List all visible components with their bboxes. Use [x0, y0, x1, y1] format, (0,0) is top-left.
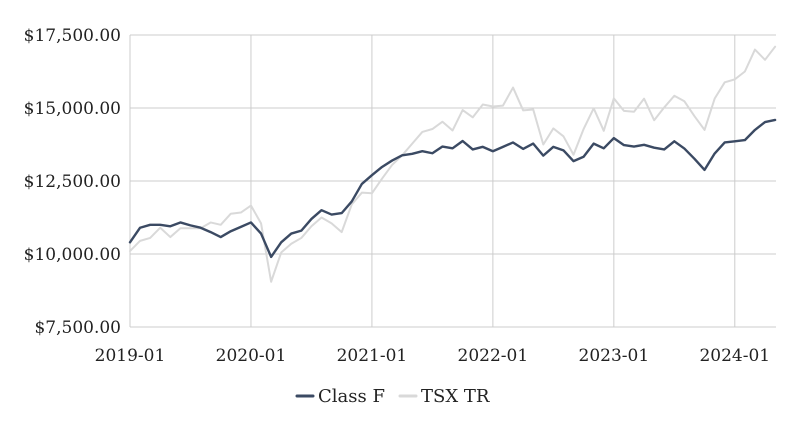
x-tick-label: 2019-01	[95, 346, 166, 366]
series-layer	[128, 45, 777, 283]
series-line-tsx-tr	[129, 45, 777, 283]
x-axis-ticks: 2019-01 2020-01 2021-01 2022-01 2023-01 2024-…	[95, 346, 770, 366]
x-tick-label: 2021-01	[337, 346, 408, 366]
y-tick-label: $17,500.00	[24, 26, 121, 46]
legend-label: Class F	[318, 386, 385, 407]
y-tick-label: $10,000.00	[24, 245, 121, 265]
x-tick-label: 2022-01	[458, 346, 529, 366]
legend: Class F TSX TR	[295, 386, 490, 407]
x-tick-label: 2024-01	[699, 346, 770, 366]
series-line-class-f	[128, 118, 777, 259]
y-tick-label: $7,500.00	[34, 318, 121, 338]
y-axis-ticks: $7,500.00 $10,000.00 $12,500.00 $15,000.00 $…	[24, 26, 121, 338]
legend-item: Class F	[295, 386, 385, 407]
grid-layer	[129, 34, 776, 328]
legend-item: TSX TR	[398, 386, 490, 407]
legend-label: TSX TR	[421, 386, 490, 407]
x-tick-label: 2023-01	[579, 346, 650, 366]
y-tick-label: $15,000.00	[24, 99, 121, 119]
x-tick-label: 2020-01	[216, 346, 287, 366]
y-tick-label: $12,500.00	[24, 172, 121, 192]
